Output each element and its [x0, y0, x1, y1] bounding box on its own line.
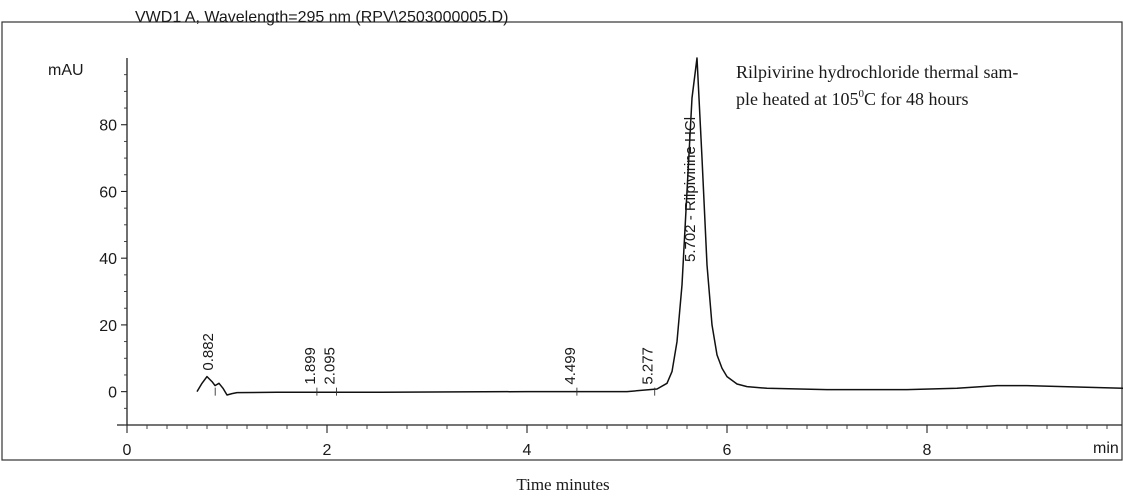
y-tick-label: 0: [108, 385, 117, 402]
y-axis-label: mAU: [48, 62, 84, 79]
peak-label: 1.899: [302, 347, 319, 385]
plot-frame: [1, 21, 1123, 461]
y-tick-label: 80: [99, 118, 117, 135]
peak-label: 2.095: [322, 347, 339, 385]
x-tick-label: 4: [523, 442, 532, 459]
annotation-line-1: Rilpivirine hydrochloride thermal sam-: [736, 62, 1018, 82]
x-tick-label: 8: [923, 442, 932, 459]
annotation: Rilpivirine hydrochloride thermal sam- p…: [736, 62, 1023, 109]
y-tick-label: 60: [99, 184, 117, 201]
trace-group: [196, 57, 1123, 396]
peak-label: 5.702 - Rilpivirine HCl: [682, 117, 699, 262]
axes: 0 20 40 60 80 0 2 4 6 8: [99, 58, 1122, 459]
annotation-line-2: ple heated at 105: [736, 89, 858, 109]
peak-labels: 0.882 1.899 2.095 4.499 5.277 5.702 - Rilpivi…: [200, 117, 699, 396]
annotation-line-2b: C for 48 hours: [864, 89, 969, 109]
peak-label: 5.277: [640, 347, 657, 385]
chart-title: VWD1 A, Wavelength=295 nm (RPV\250300000…: [135, 9, 508, 26]
chromatogram-trace: [196, 57, 1123, 396]
x-tick-label: 2: [323, 442, 332, 459]
x-tick-label: 6: [723, 442, 732, 459]
y-tick-label: 20: [99, 318, 117, 335]
annotation-superscript: 0: [858, 88, 864, 100]
peak-label: 0.882: [200, 333, 217, 371]
x-axis-unit: min: [1093, 440, 1119, 457]
peak-label: 4.499: [562, 347, 579, 385]
x-tick-label: 0: [123, 442, 132, 459]
y-tick-label: 40: [99, 251, 117, 268]
x-axis-label: Time minutes: [516, 475, 609, 494]
